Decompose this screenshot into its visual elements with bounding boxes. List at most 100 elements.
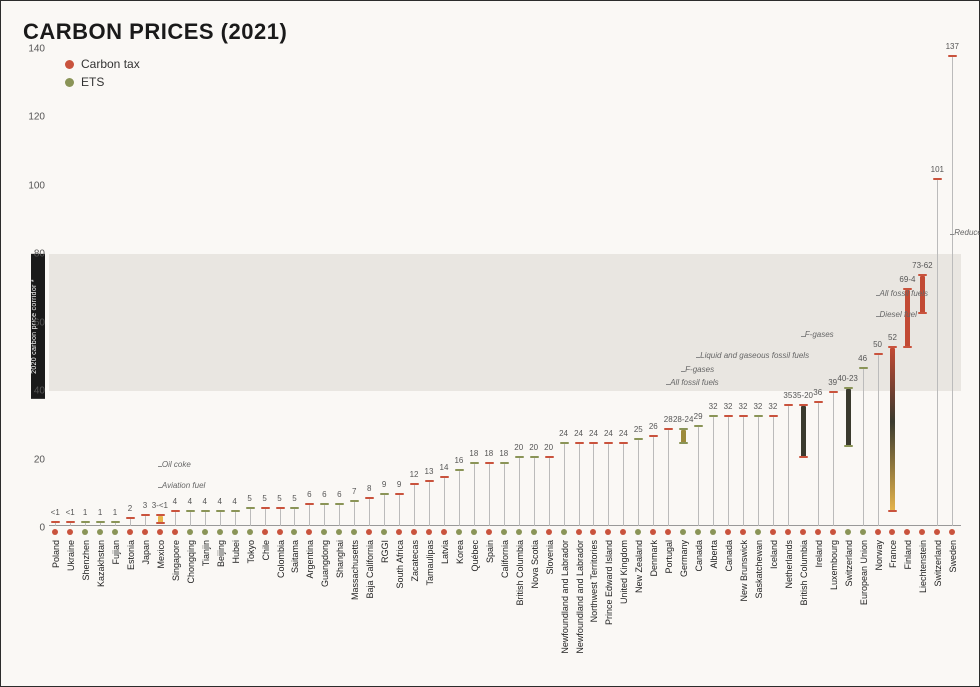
category-label: California bbox=[500, 526, 510, 578]
stem bbox=[534, 458, 535, 526]
stem bbox=[324, 505, 325, 526]
category-label: Tokyo bbox=[246, 526, 256, 564]
data-column: 20Nova Scotia bbox=[530, 47, 538, 526]
stem bbox=[489, 464, 490, 526]
value-label: 4 bbox=[203, 497, 207, 506]
data-column: 6Guangdong bbox=[320, 47, 328, 526]
stem bbox=[384, 495, 385, 526]
annotation-leader bbox=[158, 487, 162, 488]
value-label: 20 bbox=[544, 443, 553, 452]
value-label: 28 bbox=[664, 415, 673, 424]
category-label: Kazakhstan bbox=[96, 526, 106, 587]
stem bbox=[309, 505, 310, 526]
stem bbox=[758, 417, 759, 526]
value-label: 73-62 bbox=[912, 261, 932, 270]
value-label: 137 bbox=[946, 42, 959, 51]
data-column: 32Saskatchewan bbox=[754, 47, 762, 526]
category-label: Alberta bbox=[709, 526, 719, 569]
data-column: 5Chile bbox=[261, 47, 269, 526]
data-column: 46European Union bbox=[859, 47, 867, 526]
category-label: Baja California bbox=[365, 526, 375, 599]
chart-title: CARBON PRICES (2021) bbox=[23, 19, 957, 45]
data-column: 101Switzerland bbox=[933, 47, 941, 526]
stem bbox=[863, 369, 864, 526]
annotation-leader bbox=[876, 295, 880, 296]
category-label: British Columbia bbox=[515, 526, 525, 606]
category-label: South Africa bbox=[395, 526, 405, 589]
value-label: 1 bbox=[113, 508, 117, 517]
category-label: Ukraine bbox=[66, 526, 76, 571]
value-label: 25 bbox=[634, 425, 643, 434]
value-cap-low bbox=[903, 346, 912, 348]
value-label: 52 bbox=[888, 333, 897, 342]
category-label: United Kingdom bbox=[619, 526, 629, 604]
data-column: 1Shenzhen bbox=[81, 47, 89, 526]
stem bbox=[788, 406, 789, 526]
category-label: Beijing bbox=[216, 526, 226, 567]
category-label: Japan bbox=[141, 526, 151, 565]
data-column: 73-62Liechtenstein bbox=[918, 47, 926, 526]
value-label: 26 bbox=[649, 422, 658, 431]
category-label: Singapore bbox=[171, 526, 181, 581]
stem bbox=[294, 509, 295, 526]
value-label: 24 bbox=[559, 429, 568, 438]
stem bbox=[429, 482, 430, 526]
stem bbox=[444, 478, 445, 526]
stem bbox=[414, 485, 415, 526]
category-label: Canada bbox=[724, 526, 734, 572]
category-label: Spain bbox=[485, 526, 495, 563]
data-column: 24Prince Edward Island bbox=[604, 47, 612, 526]
annotation-label: All fossil fuels bbox=[880, 289, 928, 298]
value-label: 16 bbox=[454, 456, 463, 465]
category-label: Hubei bbox=[231, 526, 241, 564]
value-label: 32 bbox=[739, 402, 748, 411]
value-label: 2 bbox=[128, 504, 132, 513]
data-column: 18Spain bbox=[485, 47, 493, 526]
data-column: 9RGGI bbox=[380, 47, 388, 526]
data-column: 20British Columbia bbox=[515, 47, 523, 526]
value-cap-low bbox=[888, 510, 897, 512]
data-column: 14Latvia bbox=[440, 47, 448, 526]
data-column: 18California bbox=[500, 47, 508, 526]
value-cap-low bbox=[844, 445, 853, 447]
data-column: 32Canada bbox=[724, 47, 732, 526]
value-label: 20 bbox=[514, 443, 523, 452]
data-column: 16Korea bbox=[455, 47, 463, 526]
annotation-label: F-gases bbox=[685, 365, 714, 374]
stem bbox=[235, 512, 236, 526]
data-column: 13Tamaulipas bbox=[425, 47, 433, 526]
category-label: Québec bbox=[470, 526, 480, 572]
annotation-label: Aviation fuel bbox=[162, 481, 205, 490]
category-label: Newfoundland and Labrador bbox=[560, 526, 570, 654]
value-label: 5 bbox=[292, 494, 296, 503]
category-label: Colombia bbox=[276, 526, 286, 578]
annotation-label: Oil coke bbox=[162, 460, 191, 469]
category-label: Luxembourg bbox=[829, 526, 839, 590]
annotation-leader bbox=[950, 234, 954, 235]
category-label: Saskatchewan bbox=[754, 526, 764, 599]
stem bbox=[638, 440, 639, 526]
value-label: 28-24 bbox=[673, 415, 693, 424]
chart-plot-area: 2020 carbon price corridor * <1Poland<1U… bbox=[49, 49, 961, 526]
annotation-label: All fossil fuels bbox=[670, 378, 718, 387]
stem bbox=[952, 57, 953, 526]
stem bbox=[190, 512, 191, 526]
y-tick-label: 0 bbox=[19, 523, 45, 534]
value-label: 40-23 bbox=[837, 374, 857, 383]
data-column: 24Newfoundland and Labrador bbox=[575, 47, 583, 526]
category-label: Denmark bbox=[649, 526, 659, 577]
data-column: 6Argentina bbox=[305, 47, 313, 526]
stem bbox=[668, 430, 669, 526]
stem bbox=[205, 512, 206, 526]
range-bar bbox=[801, 406, 806, 457]
value-label: 39 bbox=[828, 378, 837, 387]
data-column: 32Iceland bbox=[769, 47, 777, 526]
value-label: 32 bbox=[768, 402, 777, 411]
category-label: European Union bbox=[859, 526, 869, 605]
stem bbox=[713, 417, 714, 526]
data-column: 1Kazakhstan bbox=[96, 47, 104, 526]
stem bbox=[579, 444, 580, 526]
category-label: Saitama bbox=[290, 526, 300, 573]
stem bbox=[339, 505, 340, 526]
data-column: 28-24Germany bbox=[679, 47, 687, 526]
